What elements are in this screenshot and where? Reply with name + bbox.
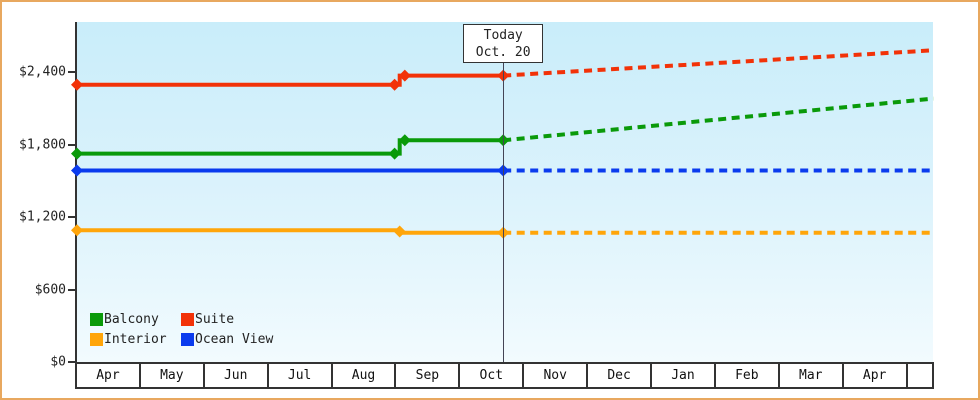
today-line xyxy=(502,63,504,362)
legend-label: Interior xyxy=(104,332,167,347)
legend-item: Ocean View xyxy=(181,332,273,347)
month-cell: Jan xyxy=(650,364,714,387)
month-cell: Dec xyxy=(586,364,650,387)
legend-label: Suite xyxy=(195,312,235,327)
month-cell-filler xyxy=(905,364,932,387)
today-box-line2: Oct. 20 xyxy=(475,44,531,60)
month-cell: Aug xyxy=(330,364,395,387)
x-axis-month-row: Apr May Jun Jul Aug Sep Oct Nov Dec Jan Feb Mar Apr xyxy=(75,362,934,389)
legend: Balcony Suite Interior Ocean View xyxy=(90,312,273,347)
plot-area xyxy=(77,22,933,362)
y-tick-label: $1,800 xyxy=(19,137,66,153)
legend-item: Balcony xyxy=(90,312,181,327)
y-axis-line xyxy=(75,22,77,365)
y-tick-mark xyxy=(68,216,75,218)
month-cell: Nov xyxy=(522,364,586,387)
month-cell: Feb xyxy=(713,364,778,387)
legend-label: Ocean View xyxy=(195,332,274,347)
month-cell: Apr xyxy=(96,368,120,383)
y-tick-label: $0 xyxy=(50,354,66,370)
month-cell: Mar xyxy=(777,364,842,387)
legend-swatch xyxy=(90,313,103,326)
legend-swatch xyxy=(90,333,103,346)
y-tick-mark xyxy=(68,143,75,146)
y-tick-mark xyxy=(68,288,75,291)
month-cell: May xyxy=(138,364,203,387)
legend-item: Interior xyxy=(90,332,181,347)
legend-label: Balcony xyxy=(104,312,159,327)
month-cell: Jul xyxy=(266,364,331,387)
y-tick-label: $2,400 xyxy=(19,64,66,80)
today-box-line1: Today xyxy=(483,27,523,43)
today-box: Today Oct. 20 xyxy=(463,24,544,63)
legend-item: Suite xyxy=(181,312,273,327)
y-tick-mark xyxy=(68,361,75,363)
y-tick-label: $1,200 xyxy=(19,209,66,225)
month-cell: Jun xyxy=(202,364,267,387)
month-cell: Sep xyxy=(394,364,458,387)
month-cell: Oct xyxy=(458,364,522,387)
legend-swatch xyxy=(181,333,194,346)
legend-swatch xyxy=(181,313,194,326)
month-cell: Apr xyxy=(841,364,906,387)
y-tick-mark xyxy=(68,71,75,74)
y-tick-label: $600 xyxy=(34,282,66,297)
